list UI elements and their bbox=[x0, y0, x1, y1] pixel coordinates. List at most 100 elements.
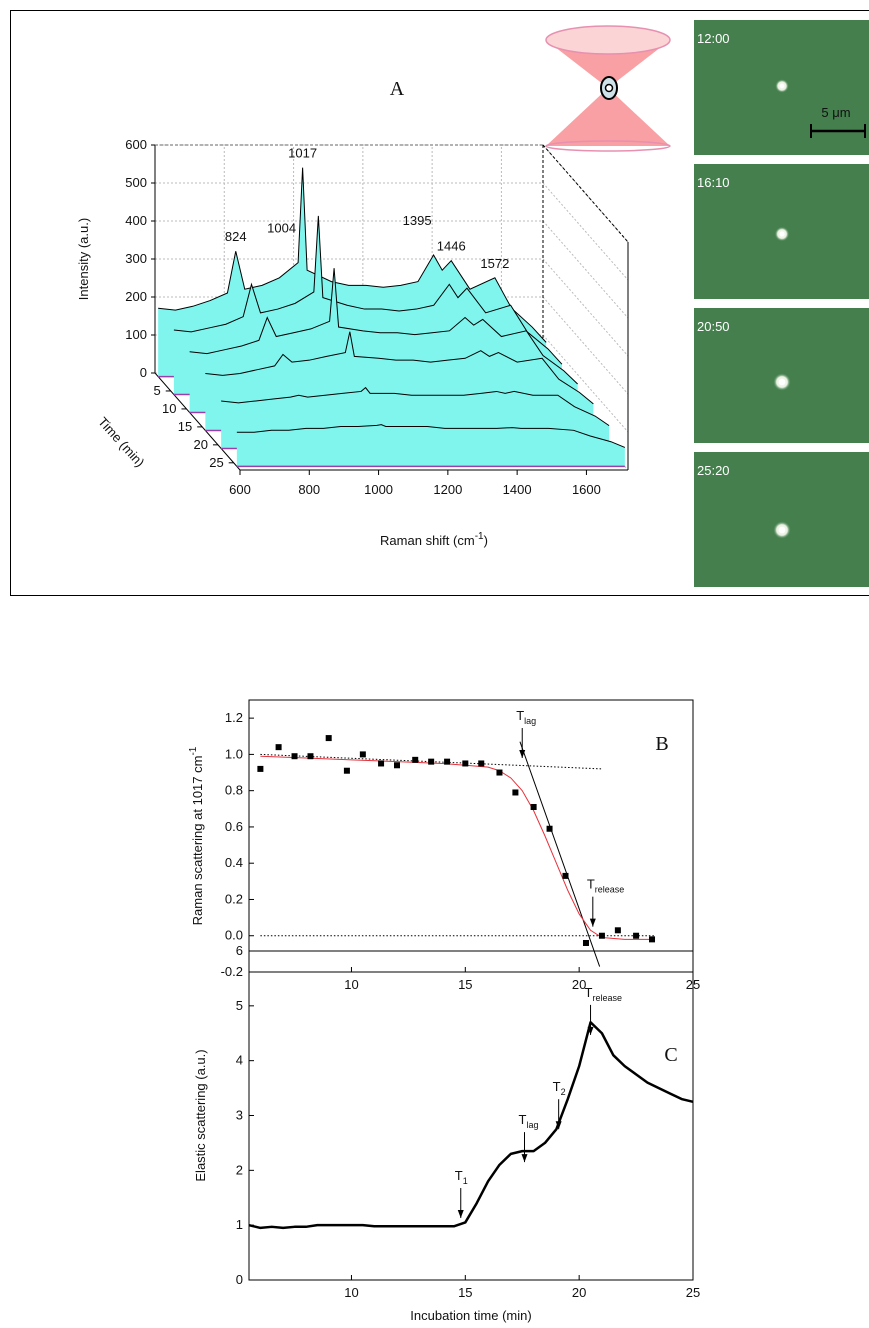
y-tick-label: 0.8 bbox=[225, 783, 243, 798]
grid-line bbox=[542, 144, 629, 243]
data-point bbox=[582, 939, 589, 946]
data-point bbox=[512, 789, 519, 796]
panel-label: C bbox=[664, 1044, 677, 1066]
baseline bbox=[260, 753, 602, 770]
spectrum bbox=[158, 167, 547, 343]
arrow-head bbox=[555, 1121, 562, 1130]
particle-core bbox=[779, 231, 785, 237]
annotation: Tlag bbox=[516, 708, 536, 726]
focus-cone bbox=[545, 25, 671, 152]
y-tick-label: 4 bbox=[236, 1053, 243, 1068]
data-point bbox=[462, 760, 469, 767]
grid-line bbox=[542, 258, 629, 357]
z-tick-label: 5 bbox=[154, 383, 161, 398]
data-point bbox=[496, 769, 503, 776]
data-point bbox=[378, 760, 385, 767]
fit bbox=[260, 755, 655, 940]
annotation-sub: lag bbox=[524, 716, 536, 726]
annotation-sub: 2 bbox=[561, 1087, 566, 1097]
arrow-head bbox=[457, 1210, 464, 1219]
annotation-main: T bbox=[455, 1168, 463, 1183]
microscope-image bbox=[694, 452, 869, 587]
top-side-edge bbox=[542, 144, 629, 243]
x-tick-label: 20 bbox=[572, 1285, 586, 1300]
y-tick-label: 1 bbox=[236, 1217, 243, 1232]
spectrum bbox=[236, 424, 626, 448]
data-point bbox=[530, 803, 537, 810]
data-point bbox=[291, 753, 298, 760]
y-tick-label: 3 bbox=[236, 1108, 243, 1123]
data-point bbox=[649, 936, 656, 943]
z-tick-label: 10 bbox=[162, 401, 176, 416]
time-axis bbox=[154, 372, 241, 471]
y-axis-title-main: Raman scattering at 1017 cm bbox=[190, 756, 205, 926]
peak-label: 1395 bbox=[403, 213, 432, 228]
x-axis-title: Incubation time (min) bbox=[410, 1308, 531, 1323]
annotation-main: T bbox=[553, 1079, 561, 1094]
y-tick-label: 1.2 bbox=[225, 710, 243, 725]
z-tick-label: 25 bbox=[209, 455, 223, 470]
y-tick-label: 200 bbox=[125, 289, 147, 304]
grid-line bbox=[542, 220, 629, 319]
arrow-head bbox=[589, 918, 596, 927]
y-tick-label: 0.4 bbox=[225, 855, 243, 870]
data-point bbox=[598, 932, 605, 939]
panel-label: B bbox=[655, 733, 668, 755]
y-tick-label: 0.6 bbox=[225, 819, 243, 834]
particle-core bbox=[778, 378, 786, 386]
y-tick-label: 0 bbox=[236, 1272, 243, 1287]
peak-label: 1572 bbox=[480, 256, 509, 271]
data-point bbox=[614, 927, 621, 934]
arrow-head bbox=[519, 750, 526, 759]
image-time: 25:20 bbox=[697, 463, 730, 478]
annotation-sub: lag bbox=[526, 1120, 538, 1130]
image-time: 20:50 bbox=[697, 319, 730, 334]
spectrum bbox=[173, 215, 563, 365]
x-tick-label: 15 bbox=[458, 1285, 472, 1300]
peak-label: 1017 bbox=[288, 146, 317, 161]
data-point bbox=[562, 872, 569, 879]
grid-line bbox=[542, 296, 629, 395]
y-tick-label: 5 bbox=[236, 998, 243, 1013]
annotation: Trelease bbox=[587, 877, 624, 895]
y-tick-label: 2 bbox=[236, 1162, 243, 1177]
x-axis-title: Raman shift (cm-1) bbox=[380, 531, 488, 548]
annotation-sub: release bbox=[592, 993, 622, 1003]
grid-line bbox=[542, 182, 629, 281]
data-point bbox=[478, 760, 485, 767]
tangent bbox=[519, 741, 601, 967]
x-tick-label: 15 bbox=[458, 977, 472, 992]
annotation-sub: 1 bbox=[463, 1176, 468, 1186]
grid-line bbox=[542, 334, 629, 433]
arrow-head bbox=[521, 1154, 528, 1163]
data-point bbox=[307, 753, 314, 760]
annotation-sub: release bbox=[595, 885, 625, 895]
z-tick-label: 20 bbox=[193, 437, 207, 452]
data-point bbox=[325, 735, 332, 742]
y-tick-label: 0 bbox=[140, 365, 147, 380]
plot-frame bbox=[248, 950, 694, 1281]
y-axis-title: Elastic scattering (a.u.) bbox=[193, 1049, 208, 1181]
particle-core bbox=[778, 526, 786, 534]
x-axis-title-sup: -1 bbox=[475, 531, 484, 542]
arrow-head bbox=[587, 1026, 594, 1035]
x-axis-title-end: ) bbox=[484, 533, 488, 548]
signal-line bbox=[248, 1021, 694, 1230]
annotation-main: T bbox=[516, 708, 524, 723]
spectrum bbox=[205, 331, 594, 405]
y-tick-label: 500 bbox=[125, 175, 147, 190]
y-tick-label: 0.2 bbox=[225, 891, 243, 906]
annotation-main: T bbox=[587, 877, 595, 892]
y-axis-title: Intensity (a.u.) bbox=[76, 218, 91, 300]
x-tick-label: 1200 bbox=[433, 482, 462, 497]
data-point bbox=[633, 932, 640, 939]
data-point bbox=[394, 762, 400, 769]
y-tick-label: 6 bbox=[236, 943, 243, 958]
scale-bar-label: 5 μm bbox=[821, 105, 850, 120]
data-point bbox=[359, 751, 366, 758]
data-point bbox=[343, 767, 350, 774]
annotation: Tlag bbox=[519, 1112, 539, 1130]
data-point bbox=[275, 744, 282, 751]
panel-label: A bbox=[390, 78, 405, 100]
panel-a-frame bbox=[10, 10, 869, 596]
